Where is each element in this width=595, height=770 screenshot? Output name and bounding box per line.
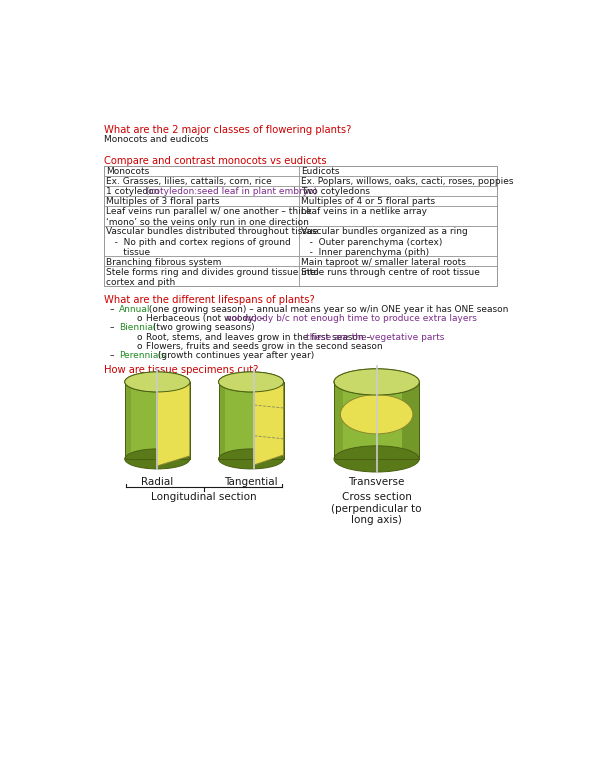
Text: Biennial: Biennial — [120, 323, 156, 333]
Text: What are the different lifespans of plants?: What are the different lifespans of plan… — [104, 295, 315, 305]
Text: Eudicots: Eudicots — [302, 167, 340, 176]
Ellipse shape — [125, 372, 190, 392]
Bar — [104, 206, 299, 226]
Ellipse shape — [334, 446, 419, 472]
Text: Ex. Poplars, willows, oaks, cacti, roses, poppies: Ex. Poplars, willows, oaks, cacti, roses… — [302, 177, 514, 186]
Text: Perennials: Perennials — [120, 351, 166, 360]
Text: Annual: Annual — [120, 305, 151, 314]
Bar — [299, 176, 497, 186]
Bar — [125, 382, 190, 459]
Ellipse shape — [125, 449, 190, 469]
Text: Transverse: Transverse — [349, 477, 405, 487]
Text: Multiples of 4 or 5 floral parts: Multiples of 4 or 5 floral parts — [302, 197, 436, 206]
Bar — [104, 266, 299, 286]
Text: Multiples of 3 floral parts: Multiples of 3 floral parts — [106, 197, 220, 206]
Text: Flowers, fruits and seeds grow in the second season: Flowers, fruits and seeds grow in the se… — [146, 342, 383, 351]
Text: –: – — [110, 305, 114, 314]
Bar — [125, 382, 190, 459]
Text: How are tissue specimens cut?: How are tissue specimens cut? — [104, 365, 258, 375]
Text: (growth continues year after year): (growth continues year after year) — [155, 351, 314, 360]
Text: o: o — [136, 314, 142, 323]
Text: Longitudinal section: Longitudinal section — [151, 492, 257, 502]
Bar — [299, 256, 497, 266]
Text: not woody b/c not enough time to produce extra layers: not woody b/c not enough time to produce… — [226, 314, 477, 323]
Bar — [104, 226, 299, 256]
Text: –: – — [110, 351, 114, 360]
Bar — [104, 186, 299, 196]
Bar — [218, 382, 225, 459]
Text: Branching fibrous system: Branching fibrous system — [106, 258, 221, 267]
Bar — [218, 382, 284, 459]
Text: Leaf veins in a netlike array: Leaf veins in a netlike array — [302, 207, 427, 216]
Bar — [271, 382, 284, 459]
Text: o: o — [136, 333, 142, 342]
Ellipse shape — [125, 372, 190, 392]
Bar — [299, 266, 497, 286]
Text: Vascular bundles distributed throughout tissue
   -  No pith and cortex regions : Vascular bundles distributed throughout … — [106, 227, 318, 257]
Text: Leaf veins run parallel w/ one another – think
‘mono’ so the veins only run in o: Leaf veins run parallel w/ one another –… — [106, 207, 312, 226]
Text: Radial: Radial — [141, 477, 173, 487]
Ellipse shape — [218, 449, 284, 469]
Text: –: – — [110, 323, 114, 333]
Bar — [104, 166, 497, 286]
Bar — [334, 382, 343, 459]
Text: these are the vegetative parts: these are the vegetative parts — [306, 333, 444, 342]
Bar — [218, 382, 284, 459]
Bar — [334, 382, 419, 459]
Text: Cross section
(perpendicular to
long axis): Cross section (perpendicular to long axi… — [331, 492, 422, 525]
Text: 1 cotyledon: 1 cotyledon — [106, 187, 162, 196]
Bar — [104, 196, 299, 206]
Text: Herbaceous (not woody) –: Herbaceous (not woody) – — [146, 314, 267, 323]
Bar — [402, 382, 419, 459]
Bar — [104, 256, 299, 266]
Bar — [334, 382, 419, 459]
Text: Root, stems, and leaves grow in the first season –: Root, stems, and leaves grow in the firs… — [146, 333, 374, 342]
Text: Stele runs through centre of root tissue: Stele runs through centre of root tissue — [302, 268, 480, 277]
Bar — [299, 226, 497, 256]
Polygon shape — [157, 375, 190, 466]
Bar — [104, 176, 299, 186]
Text: Tangential: Tangential — [224, 477, 278, 487]
Text: o: o — [136, 342, 142, 351]
Polygon shape — [254, 376, 284, 465]
Bar — [299, 196, 497, 206]
Text: Vascular bundles organized as a ring
   -  Outer parenchyma (cortex)
   -  Inner: Vascular bundles organized as a ring - O… — [302, 227, 468, 257]
Text: Stele forms ring and divides ground tissue into
cortex and pith: Stele forms ring and divides ground tiss… — [106, 268, 319, 287]
Text: Monocots and eudicots: Monocots and eudicots — [104, 135, 208, 144]
Text: (cotyledon:seed leaf in plant embryo): (cotyledon:seed leaf in plant embryo) — [146, 187, 318, 196]
Bar — [299, 206, 497, 226]
Text: (two growing seasons): (two growing seasons) — [149, 323, 254, 333]
Bar — [104, 166, 299, 176]
Text: What are the 2 major classes of flowering plants?: What are the 2 major classes of flowerin… — [104, 125, 351, 135]
Text: Main taproot w/ smaller lateral roots: Main taproot w/ smaller lateral roots — [302, 258, 466, 267]
Bar — [177, 382, 190, 459]
Bar — [299, 166, 497, 176]
Bar — [125, 382, 131, 459]
Text: Two cotyledons: Two cotyledons — [302, 187, 371, 196]
Ellipse shape — [218, 372, 284, 392]
Text: Compare and contrast monocots vs eudicots: Compare and contrast monocots vs eudicot… — [104, 156, 327, 166]
Ellipse shape — [334, 369, 419, 395]
Bar — [299, 186, 497, 196]
Text: Monocots: Monocots — [106, 167, 149, 176]
Ellipse shape — [340, 394, 413, 434]
Ellipse shape — [218, 372, 284, 392]
Text: Ex. Grasses, lilies, cattails, corn, rice: Ex. Grasses, lilies, cattails, corn, ric… — [106, 177, 272, 186]
Ellipse shape — [334, 369, 419, 395]
Text: (one growing season) – annual means year so w/in ONE year it has ONE season: (one growing season) – annual means year… — [146, 305, 508, 314]
